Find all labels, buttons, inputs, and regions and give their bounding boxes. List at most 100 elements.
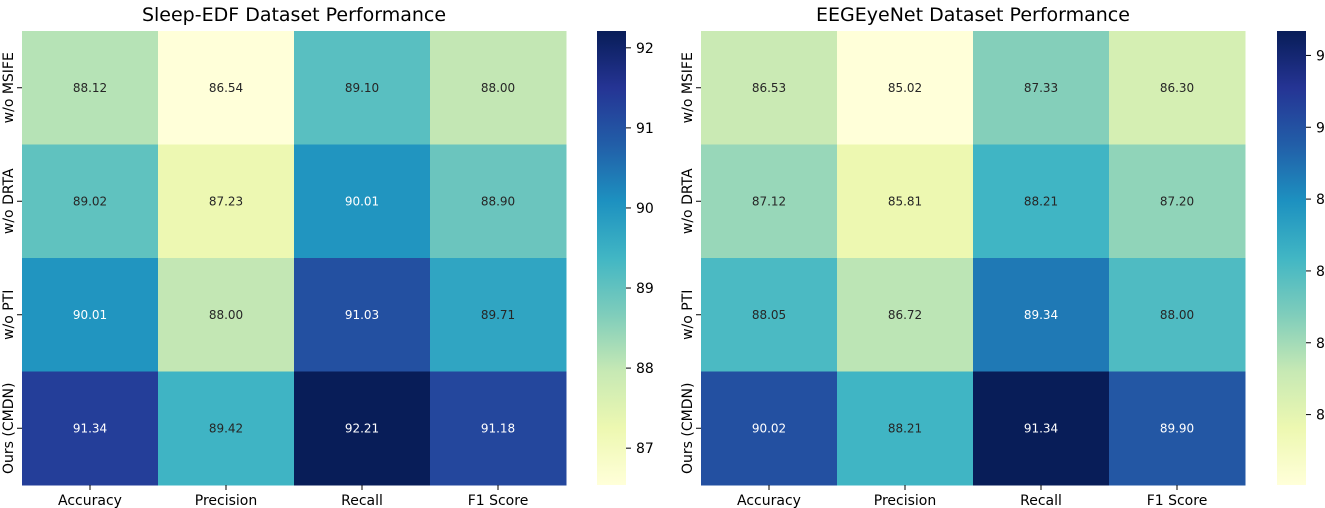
sleep-edf-title: Sleep-EDF Dataset Performance: [142, 4, 446, 26]
y-tick-label-w-o-drta: w/o DRTA: [680, 168, 696, 234]
cell-value-label: 88.00: [209, 308, 243, 322]
colorbar-gradient: [1277, 31, 1306, 485]
eegeyenet-heatmap: EEGEyeNet Dataset Performance 86.53 85.02…: [680, 4, 1325, 508]
cell-value-label: 85.81: [888, 194, 922, 208]
heatmap-cell: [22, 144, 159, 259]
cell-value-label: 88.12: [73, 81, 107, 95]
colorbar-tick-label: 86: [1316, 408, 1325, 424]
heatmap-cell: [701, 258, 838, 372]
heatmap-cell: [973, 144, 1110, 259]
eegeyenet-cells: 86.53 85.02 87.33 86.30 87.12 85.81 88.21 87.20…: [701, 31, 1246, 486]
cell-value-label: 90.01: [73, 308, 107, 322]
cell-value-label: 91.18: [481, 421, 515, 435]
heatmap-cell: [1109, 31, 1246, 145]
cell-value-label: 91.03: [345, 308, 379, 322]
colorbar-tick-label: 90: [1316, 120, 1325, 136]
heatmap-cell: [158, 144, 295, 259]
heatmap-cell: [1109, 371, 1246, 486]
cell-value-label: 88.90: [481, 194, 515, 208]
colorbar-tick-label: 90: [636, 201, 654, 217]
heatmap-cell: [22, 258, 159, 372]
cell-value-label: 87.12: [752, 194, 786, 208]
y-tick-label-w-o-msife: w/o MSIFE: [680, 52, 696, 123]
heatmap-cell: [837, 371, 974, 486]
x-tick-label-recall: Recall: [341, 493, 383, 508]
sleep-edf-cells: 88.12 86.54 89.10 88.00 89.02 87.23 90.01 88.90…: [22, 31, 567, 486]
cell-value-label: 89.71: [481, 308, 515, 322]
heatmap-cell: [22, 371, 159, 486]
heatmap-cell: [973, 31, 1110, 145]
cell-value-label: 91.34: [1024, 421, 1058, 435]
cell-value-label: 90.01: [345, 194, 379, 208]
cell-value-label: 87.23: [209, 194, 243, 208]
heatmap-cell: [837, 144, 974, 259]
sleep-edf-heatmap: Sleep-EDF Dataset Performance 88.12 86.54…: [1, 4, 654, 508]
cell-value-label: 88.05: [752, 308, 786, 322]
cell-value-label: 86.54: [209, 81, 243, 95]
cell-value-label: 88.00: [1160, 308, 1194, 322]
y-tick-label-w-o-pti: w/o PTI: [680, 290, 696, 340]
x-tick-label-precision: Precision: [195, 493, 257, 508]
x-tick-label-f1-score: F1 Score: [468, 493, 529, 508]
cell-value-label: 91.34: [73, 421, 107, 435]
heatmap-cell: [158, 371, 295, 486]
cell-value-label: 88.21: [888, 421, 922, 435]
x-tick-label-f1-score: F1 Score: [1147, 493, 1208, 508]
colorbar-tick-label: 91: [1316, 48, 1325, 64]
heatmap-cell: [22, 31, 159, 145]
cell-value-label: 89.90: [1160, 421, 1194, 435]
y-tick-label-ours-cmdn: Ours (CMDN): [1, 383, 17, 474]
cell-value-label: 89.10: [345, 81, 379, 95]
heatmap-cell: [430, 144, 567, 259]
colorbar-tick-label: 89: [636, 281, 654, 297]
heatmap-cell: [158, 258, 295, 372]
x-tick-label-accuracy: Accuracy: [737, 493, 801, 508]
sleep-edf-x-axis: Accuracy Precision Recall F1 Score: [58, 485, 528, 508]
sleep-edf-y-axis: w/o MSIFE w/o DRTA w/o PTI Ours (CMDN): [1, 52, 22, 474]
heatmap-cell: [701, 31, 838, 145]
heatmap-cell: [973, 371, 1110, 486]
colorbar-tick-label: 91: [636, 121, 654, 137]
x-tick-label-recall: Recall: [1020, 493, 1062, 508]
eegeyenet-x-axis: Accuracy Precision Recall F1 Score: [737, 485, 1207, 508]
eegeyenet-y-axis: w/o MSIFE w/o DRTA w/o PTI Ours (CMDN): [680, 52, 701, 474]
cell-value-label: 87.20: [1160, 194, 1194, 208]
heatmap-cell: [158, 31, 295, 145]
y-tick-label-ours-cmdn: Ours (CMDN): [680, 383, 696, 474]
colorbar-tick-label: 87: [636, 441, 654, 457]
colorbar-tick-label: 88: [636, 361, 654, 377]
y-tick-label-w-o-pti: w/o PTI: [1, 290, 17, 340]
cell-value-label: 89.02: [73, 194, 107, 208]
heatmap-cell: [701, 371, 838, 486]
heatmap-cell: [1109, 258, 1246, 372]
heatmap-cell: [294, 31, 431, 145]
heatmap-cell: [837, 258, 974, 372]
colorbar-tick-label: 92: [636, 41, 654, 57]
colorbar-tick-label: 89: [1316, 192, 1325, 208]
cell-value-label: 86.53: [752, 81, 786, 95]
cell-value-label: 86.72: [888, 308, 922, 322]
colorbar-tick-label: 88: [1316, 264, 1325, 280]
colorbar-tick-label: 87: [1316, 336, 1325, 352]
heatmap-cell: [294, 144, 431, 259]
cell-value-label: 92.21: [345, 421, 379, 435]
heatmap-cell: [430, 258, 567, 372]
heatmap-cell: [1109, 144, 1246, 259]
y-tick-label-w-o-msife: w/o MSIFE: [1, 52, 17, 123]
eegeyenet-title: EEGEyeNet Dataset Performance: [816, 4, 1130, 26]
heatmap-cell: [294, 371, 431, 486]
x-tick-label-accuracy: Accuracy: [58, 493, 122, 508]
heatmap-cell: [973, 258, 1110, 372]
heatmap-cell: [701, 144, 838, 259]
cell-value-label: 88.21: [1024, 194, 1058, 208]
cell-value-label: 86.30: [1160, 81, 1194, 95]
heatmap-cell: [430, 31, 567, 145]
colorbar-gradient: [597, 31, 626, 485]
cell-value-label: 90.02: [752, 421, 786, 435]
cell-value-label: 88.00: [481, 81, 515, 95]
heatmap-cell: [837, 31, 974, 145]
x-tick-label-precision: Precision: [874, 493, 936, 508]
cell-value-label: 89.42: [209, 421, 243, 435]
heatmap-cell: [294, 258, 431, 372]
